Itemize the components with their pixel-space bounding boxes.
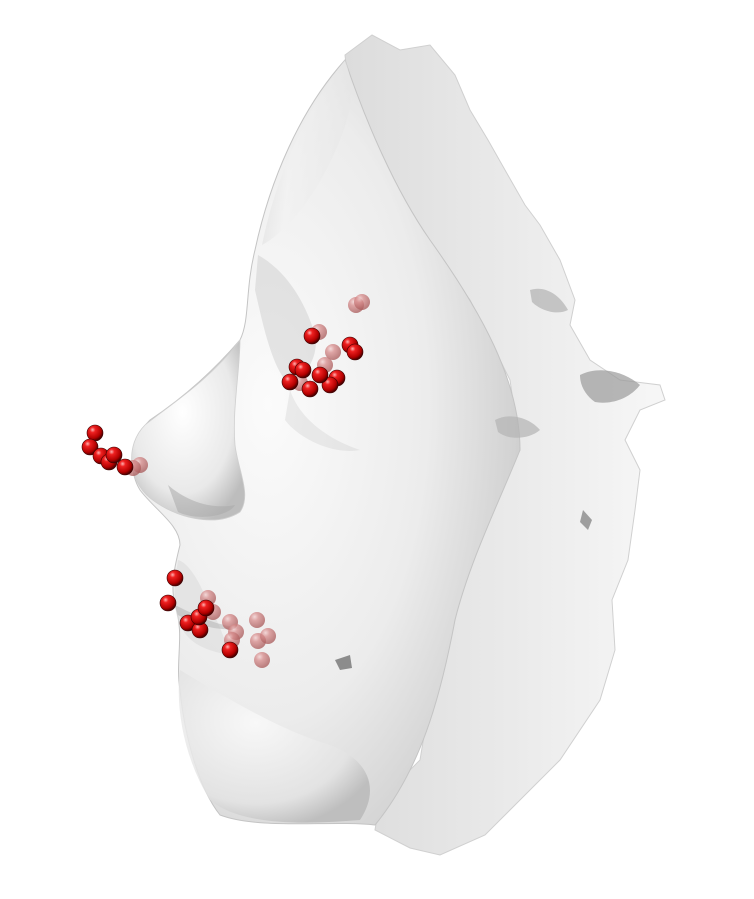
landmark-marker — [221, 641, 239, 659]
mesh-artifact-ear-2 — [495, 416, 540, 438]
landmark-marker-occluded — [325, 344, 341, 360]
landmark-marker — [166, 569, 184, 587]
nostril-shadow — [168, 485, 235, 517]
eye-socket-shadow — [255, 255, 316, 381]
landmark-marker — [311, 366, 329, 384]
landmark-marker — [294, 361, 312, 379]
landmark-marker-occluded — [354, 294, 370, 310]
landmark-marker — [346, 343, 364, 361]
mesh-artifact-temple — [530, 288, 568, 313]
landmark-marker — [81, 438, 99, 456]
landmark-marker-occluded — [254, 652, 270, 668]
landmark-marker — [197, 599, 215, 617]
landmark-marker — [301, 380, 319, 398]
landmark-marker — [281, 373, 299, 391]
chin-surface — [178, 670, 370, 823]
landmark-marker — [303, 327, 321, 345]
landmark-marker-occluded — [249, 612, 265, 628]
landmark-marker — [321, 376, 339, 394]
landmark-marker — [159, 594, 177, 612]
nose-surface — [131, 338, 246, 521]
mesh-artifact-jaw — [580, 510, 592, 530]
landmark-marker — [116, 458, 134, 476]
landmark-marker — [105, 446, 123, 464]
landmark-marker-occluded — [260, 628, 276, 644]
mesh-artifact-ear — [580, 370, 640, 403]
landmark-marker — [86, 424, 104, 442]
visible-landmarks — [81, 327, 364, 659]
mesh-artifact-cheek — [335, 655, 352, 670]
forehead-shading — [262, 60, 352, 245]
cheek-crease — [285, 390, 360, 451]
